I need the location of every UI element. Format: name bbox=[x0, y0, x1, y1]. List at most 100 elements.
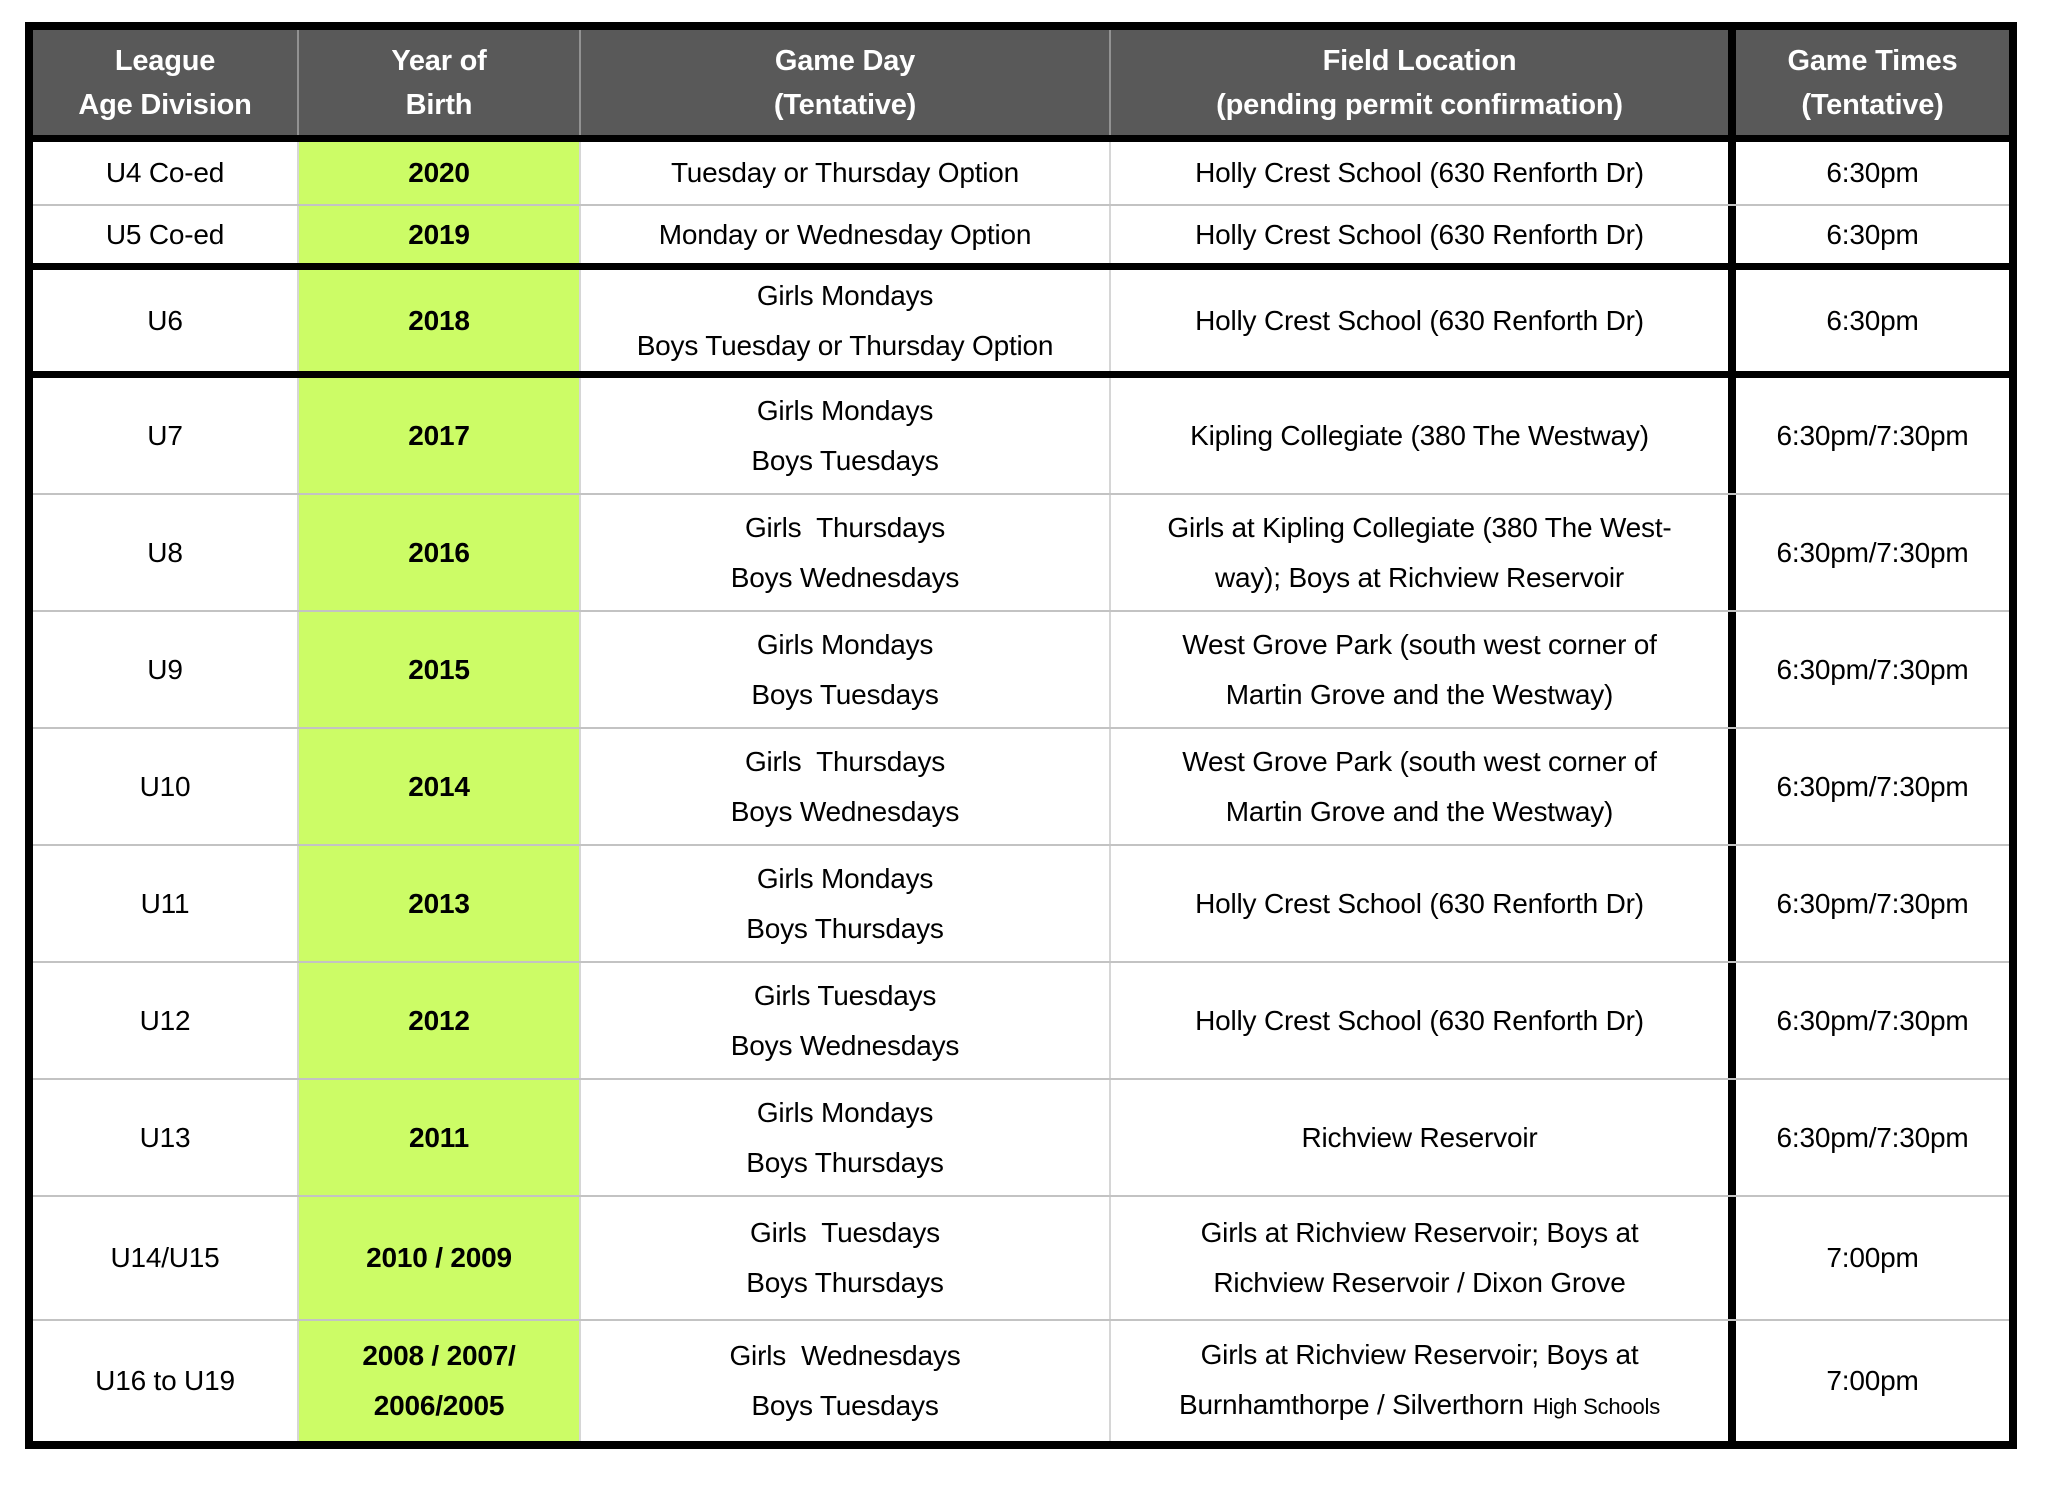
field-line: Holly Crest School (630 Renforth Dr) bbox=[1195, 304, 1644, 336]
field-line-wrap: Martin Grove and the Westway) bbox=[1225, 670, 1614, 720]
division-label: U8 bbox=[147, 536, 183, 568]
table-row: U10 2014 Girls Thursdays Boys Wednesdays … bbox=[33, 729, 2009, 846]
gameday-line: Boys Wednesdays bbox=[730, 1029, 960, 1061]
table-row: U5 Co-ed 2019 Monday or Wednesday Option… bbox=[33, 206, 2009, 270]
gameday-line: Boys Thursdays bbox=[746, 1267, 944, 1298]
field-line: Martin Grove and the Westway) bbox=[1225, 678, 1614, 710]
field-cell: Holly Crest School (630 Renforth Dr) bbox=[1111, 206, 1736, 263]
field-line: Martin Grove and the Westway) bbox=[1225, 795, 1614, 827]
year-cell: 2019 bbox=[299, 206, 581, 263]
year-cell: 2020 bbox=[299, 142, 581, 204]
field-cell: Girls at Richview Reservoir; Boys at Rich… bbox=[1111, 1197, 1736, 1319]
year-cell: 2010 / 2009 bbox=[299, 1197, 581, 1319]
year-cell: 2015 bbox=[299, 612, 581, 727]
division-label: U16 to U19 bbox=[95, 1365, 235, 1396]
division-cell: U5 Co-ed bbox=[33, 206, 299, 263]
field-line: Holly Crest School (630 Renforth Dr) bbox=[1195, 887, 1644, 919]
field-line: West Grove Park (south west corner of bbox=[1182, 745, 1657, 777]
field-line: Richview Reservoir / Dixon Grove bbox=[1213, 1267, 1626, 1298]
time-cell: 6:30pm bbox=[1736, 206, 2009, 263]
header-line: Birth bbox=[405, 88, 473, 121]
field-cell: Holly Crest School (630 Renforth Dr) bbox=[1111, 963, 1736, 1078]
division-cell: U13 bbox=[33, 1080, 299, 1195]
year-line: 2013 bbox=[408, 887, 470, 919]
gameday-line: Boys Thursdays bbox=[746, 912, 944, 944]
field-line: Kipling Collegiate (380 The Westway) bbox=[1190, 419, 1649, 451]
gameday-line: Tuesday or Thursday Option bbox=[670, 157, 1020, 188]
field-line: Holly Crest School (630 Renforth Dr) bbox=[1195, 157, 1644, 188]
gameday-cell: Girls Mondays Boys Tuesday or Thursday Op… bbox=[581, 270, 1111, 371]
gameday-cell: Girls Mondays Boys Thursdays bbox=[581, 1080, 1111, 1195]
time-label: 7:00pm bbox=[1826, 1365, 1919, 1396]
gameday-line: Boys Tuesdays bbox=[751, 444, 939, 476]
time-label: 6:30pm/7:30pm bbox=[1776, 1121, 1969, 1153]
year-line: 2020 bbox=[408, 157, 470, 188]
table-row: U14/U15 2010 / 2009 Girls Tuesdays Boys T… bbox=[33, 1197, 2009, 1321]
division-cell: U7 bbox=[33, 378, 299, 493]
time-cell: 7:00pm bbox=[1736, 1321, 2009, 1441]
field-line: Holly Crest School (630 Renforth Dr) bbox=[1195, 218, 1644, 250]
gameday-cell: Girls Mondays Boys Tuesdays bbox=[581, 612, 1111, 727]
field-line: Girls at Richview Reservoir; Boys at bbox=[1200, 1217, 1639, 1248]
year-line: 2015 bbox=[408, 653, 470, 685]
field-line: Burnhamthorpe / Silverthorn bbox=[1178, 1389, 1524, 1420]
division-cell: U16 to U19 bbox=[33, 1321, 299, 1441]
field-line-wrap: Martin Grove and the Westway) bbox=[1225, 787, 1614, 837]
time-label: 6:30pm bbox=[1826, 218, 1919, 250]
header-line: (Tentative) bbox=[773, 88, 917, 121]
header-game-times: Game Times (Tentative) bbox=[1736, 30, 2009, 135]
header-year-of-birth: Year of Birth bbox=[299, 30, 581, 135]
gameday-cell: Girls Tuesdays Boys Thursdays bbox=[581, 1197, 1111, 1319]
header-line: Game Times bbox=[1787, 44, 1958, 77]
field-line: Girls at Kipling Collegiate (380 The Wes… bbox=[1167, 511, 1672, 543]
field-cell: Girls at Richview Reservoir; Boys at Burn… bbox=[1111, 1321, 1736, 1441]
time-label: 6:30pm bbox=[1826, 157, 1919, 188]
header-line: Year of bbox=[391, 44, 487, 77]
time-cell: 7:00pm bbox=[1736, 1197, 2009, 1319]
division-label: U7 bbox=[147, 419, 183, 451]
field-cell: Richview Reservoir bbox=[1111, 1080, 1736, 1195]
table-row: U11 2013 Girls Mondays Boys Thursdays Hol… bbox=[33, 846, 2009, 963]
division-label: U6 bbox=[147, 304, 183, 336]
field-line-wrap: Richview Reservoir / Dixon Grove bbox=[1213, 1258, 1625, 1308]
time-cell: 6:30pm/7:30pm bbox=[1736, 495, 2009, 610]
gameday-line: Girls Thursdays bbox=[744, 511, 946, 543]
time-label: 6:30pm/7:30pm bbox=[1776, 536, 1969, 568]
gameday-cell: Girls Mondays Boys Tuesdays bbox=[581, 378, 1111, 493]
table-row: U13 2011 Girls Mondays Boys Thursdays Ric… bbox=[33, 1080, 2009, 1197]
header-line: League bbox=[114, 44, 216, 77]
division-cell: U6 bbox=[33, 270, 299, 371]
year-cell: 2014 bbox=[299, 729, 581, 844]
time-cell: 6:30pm/7:30pm bbox=[1736, 963, 2009, 1078]
year-line: 2006/2005 bbox=[373, 1390, 505, 1421]
year-line: 2010 / 2009 bbox=[366, 1242, 512, 1273]
field-line: Girls at Richview Reservoir; Boys at bbox=[1200, 1339, 1639, 1370]
time-cell: 6:30pm bbox=[1736, 142, 2009, 204]
table-row: U7 2017 Girls Mondays Boys Tuesdays Kipli… bbox=[33, 378, 2009, 495]
gameday-cell: Girls Mondays Boys Thursdays bbox=[581, 846, 1111, 961]
year-cell: 2017 bbox=[299, 378, 581, 493]
gameday-line: Boys Wednesdays bbox=[730, 795, 960, 827]
division-cell: U10 bbox=[33, 729, 299, 844]
field-line-wrap: way); Boys at Richview Reservoir bbox=[1215, 553, 1624, 603]
table-row: U8 2016 Girls Thursdays Boys Wednesdays G… bbox=[33, 495, 2009, 612]
field-line: West Grove Park (south west corner of bbox=[1182, 628, 1657, 660]
gameday-line: Girls Thursdays bbox=[744, 745, 946, 777]
time-label: 6:30pm/7:30pm bbox=[1776, 770, 1969, 802]
header-league-age-division: League Age Division bbox=[33, 30, 299, 135]
header-field-location: Field Location (pending permit confirmat… bbox=[1111, 30, 1736, 135]
year-cell: 2018 bbox=[299, 270, 581, 371]
header-line: Field Location bbox=[1322, 44, 1517, 77]
year-cell: 2016 bbox=[299, 495, 581, 610]
field-cell: Holly Crest School (630 Renforth Dr) bbox=[1111, 142, 1736, 204]
time-cell: 6:30pm/7:30pm bbox=[1736, 378, 2009, 493]
field-line: Richview Reservoir bbox=[1301, 1121, 1538, 1153]
league-schedule-table: League Age Division Year of Birth Game D… bbox=[25, 22, 2017, 1449]
table-row: U9 2015 Girls Mondays Boys Tuesdays West … bbox=[33, 612, 2009, 729]
gameday-line: Girls Mondays bbox=[756, 628, 934, 660]
field-cell: Holly Crest School (630 Renforth Dr) bbox=[1111, 846, 1736, 961]
gameday-line: Boys Thursdays bbox=[746, 1146, 944, 1178]
gameday-cell: Tuesday or Thursday Option bbox=[581, 142, 1111, 204]
header-line: (Tentative) bbox=[1801, 88, 1944, 121]
gameday-line: Boys Tuesdays bbox=[751, 1390, 939, 1421]
